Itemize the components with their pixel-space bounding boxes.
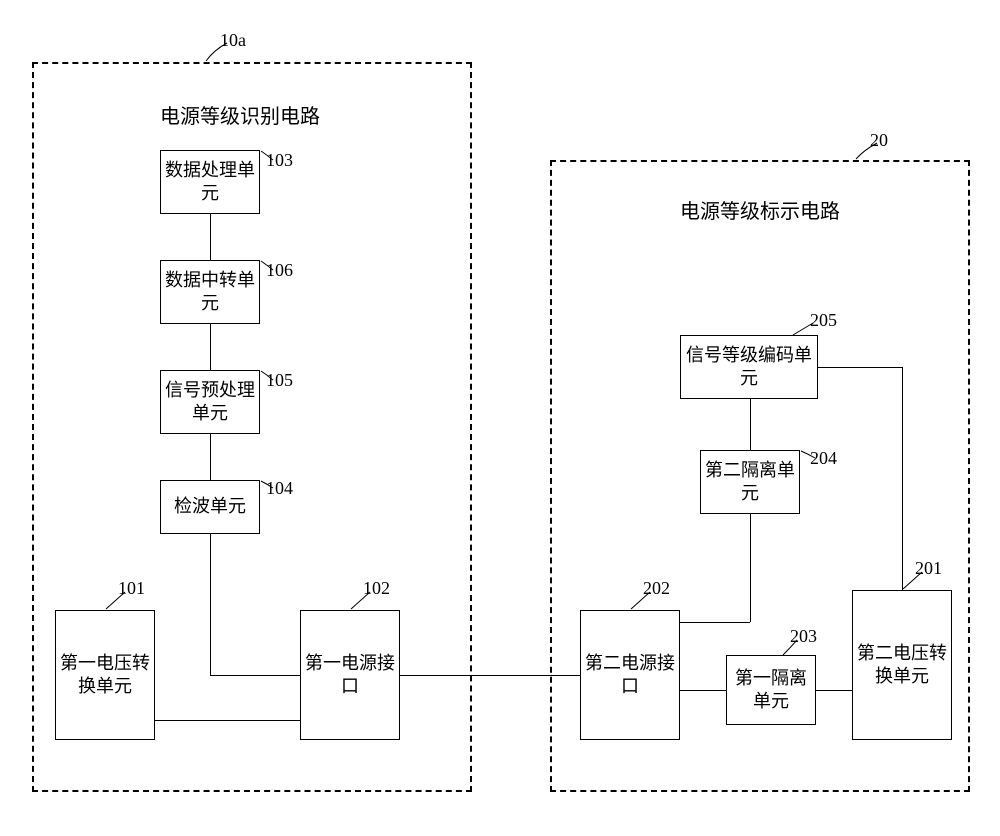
node-104-id: 104 <box>266 478 293 499</box>
node-201-text: 第二电压转换单元 <box>857 642 947 689</box>
node-102: 第一电源接口 <box>300 610 400 740</box>
node-201-id: 201 <box>915 558 942 579</box>
node-104: 检波单元 <box>160 480 260 534</box>
edge <box>750 399 751 450</box>
edge <box>902 367 903 590</box>
edge <box>210 534 211 675</box>
node-203-text: 第一隔离单元 <box>731 667 811 714</box>
diagram-canvas: 10a 电源等级识别电路 20 电源等级标示电路 数据处理单元 103 数据中转… <box>0 0 1000 836</box>
node-102-id: 102 <box>363 578 390 599</box>
node-201: 第二电压转换单元 <box>852 590 952 740</box>
node-202-text: 第二电源接口 <box>585 652 675 699</box>
node-105-text: 信号预处理单元 <box>165 379 255 426</box>
node-103: 数据处理单元 <box>160 150 260 214</box>
node-203-id: 203 <box>790 626 817 647</box>
edge <box>210 324 211 370</box>
node-103-id: 103 <box>266 150 293 171</box>
edge <box>210 214 211 260</box>
node-204: 第二隔离单元 <box>700 450 800 514</box>
edge <box>210 675 300 676</box>
node-103-text: 数据处理单元 <box>165 159 255 206</box>
node-202-id: 202 <box>643 578 670 599</box>
node-101-text: 第一电压转换单元 <box>60 652 150 699</box>
container-10a-id: 10a <box>220 30 246 51</box>
edge <box>210 434 211 480</box>
node-104-text: 检波单元 <box>174 495 246 518</box>
container-20-id: 20 <box>870 130 888 151</box>
edge <box>680 690 726 691</box>
edge <box>818 367 902 368</box>
edge <box>816 690 852 691</box>
node-205: 信号等级编码单元 <box>680 335 818 399</box>
node-106: 数据中转单元 <box>160 260 260 324</box>
edge <box>400 675 580 676</box>
node-202: 第二电源接口 <box>580 610 680 740</box>
node-105: 信号预处理单元 <box>160 370 260 434</box>
node-106-id: 106 <box>266 260 293 281</box>
node-205-id: 205 <box>810 310 837 331</box>
node-106-text: 数据中转单元 <box>165 269 255 316</box>
node-204-id: 204 <box>810 448 837 469</box>
container-20-title: 电源等级标示电路 <box>680 195 840 224</box>
edge <box>750 514 751 622</box>
node-204-text: 第二隔离单元 <box>705 459 795 506</box>
node-105-id: 105 <box>266 370 293 391</box>
node-102-text: 第一电源接口 <box>305 652 395 699</box>
edge <box>155 720 300 721</box>
node-101: 第一电压转换单元 <box>55 610 155 740</box>
container-10a-title: 电源等级识别电路 <box>160 100 320 129</box>
node-203: 第一隔离单元 <box>726 655 816 725</box>
edge <box>680 622 750 623</box>
node-205-text: 信号等级编码单元 <box>685 344 813 391</box>
node-101-id: 101 <box>118 578 145 599</box>
